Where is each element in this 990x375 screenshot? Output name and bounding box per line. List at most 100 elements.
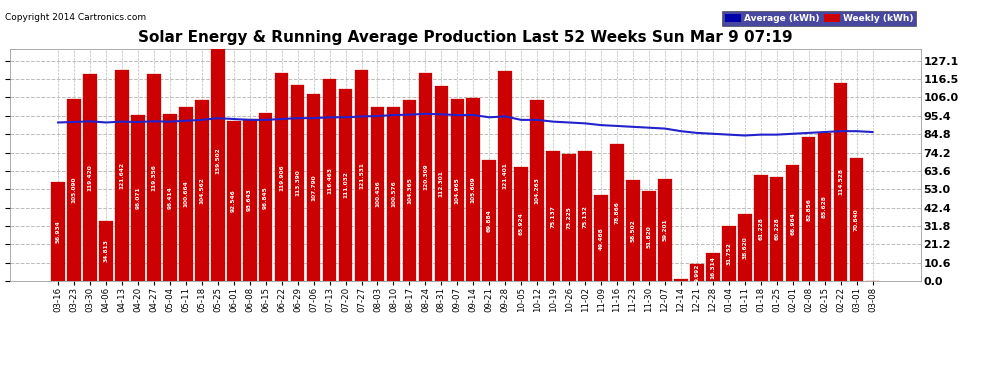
Text: 65.924: 65.924: [519, 213, 524, 236]
Bar: [498, 70, 512, 281]
Bar: [275, 73, 288, 281]
Text: 61.228: 61.228: [758, 217, 763, 240]
Text: 119.906: 119.906: [279, 164, 284, 190]
Bar: [387, 107, 400, 281]
Text: 73.225: 73.225: [566, 206, 571, 229]
Text: 107.790: 107.790: [311, 174, 316, 201]
Bar: [67, 99, 81, 281]
Bar: [786, 165, 800, 281]
Text: 100.436: 100.436: [375, 181, 380, 207]
Bar: [674, 279, 688, 281]
Bar: [370, 107, 384, 281]
Bar: [738, 214, 751, 281]
Bar: [834, 82, 847, 281]
Text: 82.856: 82.856: [806, 198, 811, 221]
Bar: [627, 180, 640, 281]
Text: 121.642: 121.642: [120, 162, 125, 189]
Bar: [466, 98, 480, 281]
Text: 113.390: 113.390: [295, 170, 300, 196]
Text: 60.228: 60.228: [774, 217, 779, 240]
Bar: [562, 154, 576, 281]
Text: 120.309: 120.309: [423, 164, 428, 190]
Bar: [802, 138, 816, 281]
Text: 70.840: 70.840: [854, 209, 859, 231]
Text: 119.356: 119.356: [151, 164, 156, 191]
Bar: [354, 70, 368, 281]
Bar: [323, 79, 337, 281]
Text: 66.964: 66.964: [790, 212, 795, 234]
Bar: [51, 183, 65, 281]
Text: 104.562: 104.562: [199, 177, 204, 204]
Text: 75.137: 75.137: [550, 205, 555, 228]
Bar: [706, 253, 720, 281]
Bar: [339, 88, 352, 281]
Bar: [435, 86, 448, 281]
Text: 100.576: 100.576: [391, 181, 396, 207]
Text: 104.965: 104.965: [454, 177, 459, 204]
Bar: [450, 99, 464, 281]
Bar: [419, 72, 433, 281]
Text: 96.071: 96.071: [136, 187, 141, 209]
Bar: [770, 177, 783, 281]
Bar: [115, 70, 129, 281]
Bar: [690, 264, 704, 281]
Text: 105.609: 105.609: [471, 176, 476, 203]
Text: 34.813: 34.813: [104, 240, 109, 262]
Bar: [307, 94, 321, 281]
Bar: [818, 133, 832, 281]
Bar: [227, 121, 241, 281]
Text: 78.866: 78.866: [615, 201, 620, 224]
Bar: [546, 151, 560, 281]
Text: 119.420: 119.420: [87, 164, 92, 191]
Bar: [754, 175, 767, 281]
Text: 31.752: 31.752: [727, 242, 732, 265]
Text: 121.401: 121.401: [503, 162, 508, 189]
Text: 116.463: 116.463: [327, 167, 332, 194]
Bar: [211, 39, 225, 281]
Text: 58.502: 58.502: [631, 219, 636, 242]
Bar: [515, 167, 528, 281]
Bar: [148, 74, 160, 281]
Bar: [131, 114, 145, 281]
Bar: [243, 119, 256, 281]
Text: 93.643: 93.643: [248, 189, 252, 211]
Bar: [531, 100, 544, 281]
Legend: Average (kWh), Weekly (kWh): Average (kWh), Weekly (kWh): [723, 11, 916, 26]
Bar: [594, 195, 608, 281]
Bar: [403, 100, 416, 281]
Bar: [482, 160, 496, 281]
Text: 59.201: 59.201: [662, 219, 667, 241]
Text: 105.090: 105.090: [71, 177, 76, 203]
Bar: [259, 113, 272, 281]
Text: 56.934: 56.934: [55, 220, 60, 243]
Bar: [610, 144, 624, 281]
Title: Solar Energy & Running Average Production Last 52 Weeks Sun Mar 9 07:19: Solar Energy & Running Average Productio…: [138, 30, 793, 45]
Bar: [195, 100, 209, 281]
Text: 51.820: 51.820: [646, 225, 651, 248]
Text: Copyright 2014 Cartronics.com: Copyright 2014 Cartronics.com: [5, 13, 147, 22]
Bar: [83, 74, 97, 281]
Text: 49.468: 49.468: [599, 227, 604, 250]
Text: 69.884: 69.884: [487, 209, 492, 232]
Text: 139.502: 139.502: [215, 147, 221, 174]
Text: 9.992: 9.992: [694, 263, 699, 282]
Bar: [163, 114, 176, 281]
Text: 104.365: 104.365: [407, 177, 412, 204]
Bar: [99, 221, 113, 281]
Text: 104.263: 104.263: [535, 177, 540, 204]
Text: 85.628: 85.628: [822, 195, 827, 218]
Bar: [291, 84, 304, 281]
Text: 121.531: 121.531: [359, 162, 364, 189]
Text: 111.032: 111.032: [343, 171, 348, 198]
Bar: [722, 226, 736, 281]
Bar: [658, 178, 671, 281]
Text: 96.845: 96.845: [263, 186, 268, 209]
Bar: [643, 191, 655, 281]
Text: 75.132: 75.132: [582, 205, 588, 228]
Text: 100.664: 100.664: [183, 180, 188, 207]
Bar: [578, 151, 592, 281]
Bar: [849, 158, 863, 281]
Text: 92.546: 92.546: [232, 190, 237, 212]
Text: 114.528: 114.528: [839, 168, 843, 195]
Text: 16.314: 16.314: [710, 256, 716, 279]
